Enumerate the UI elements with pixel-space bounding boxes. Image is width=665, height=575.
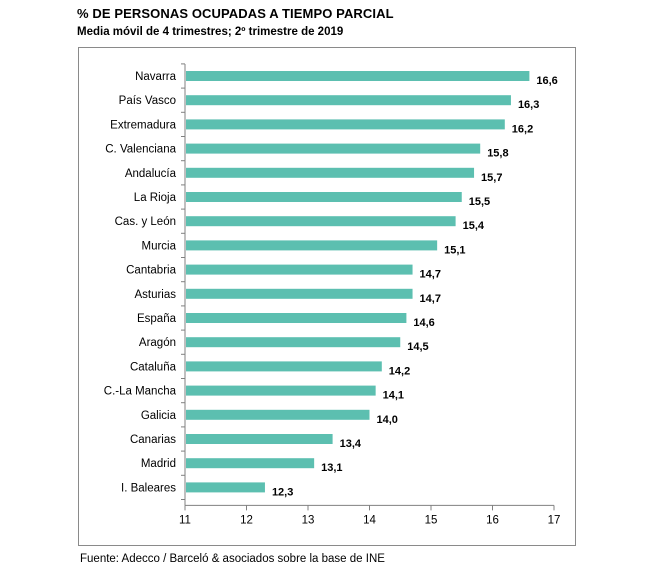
value-label: 13,1 — [321, 462, 342, 474]
value-label: 12,3 — [272, 486, 293, 498]
value-label: 14,7 — [420, 293, 441, 305]
category-label: Galicia — [141, 410, 177, 422]
bar — [186, 143, 481, 154]
bar — [186, 119, 505, 130]
value-label: 14,7 — [420, 269, 441, 281]
category-label: Cataluña — [130, 361, 177, 373]
value-label: 15,4 — [463, 220, 485, 232]
bar — [186, 337, 401, 348]
value-label: 15,8 — [487, 148, 508, 160]
bar — [186, 71, 530, 81]
bar — [186, 240, 438, 251]
bar — [186, 288, 413, 299]
chart-title: % DE PERSONAS OCUPADAS A TIEMPO PARCIAL — [77, 6, 394, 21]
bar — [186, 409, 370, 420]
bar — [186, 167, 475, 178]
bar — [186, 482, 265, 493]
category-label: País Vasco — [119, 95, 176, 107]
bar — [186, 95, 511, 106]
chart-subtitle: Media móvil de 4 trimestres; 2º trimestr… — [77, 26, 344, 38]
category-label: Navarra — [135, 71, 177, 83]
category-label: La Rioja — [134, 192, 177, 204]
category-label: Cantabria — [126, 265, 176, 277]
value-label: 14,0 — [377, 414, 398, 426]
value-label: 16,6 — [536, 75, 557, 87]
category-label: España — [137, 313, 177, 325]
category-label: C.-La Mancha — [104, 386, 177, 398]
x-tick-label: 14 — [363, 514, 376, 526]
value-label: 15,7 — [481, 172, 502, 184]
value-label: 15,5 — [469, 196, 490, 208]
bar — [186, 434, 333, 444]
x-tick-label: 16 — [486, 514, 499, 526]
value-label: 15,1 — [444, 244, 465, 256]
category-label: Asturias — [134, 289, 176, 301]
category-label: Andalucía — [125, 168, 177, 180]
x-tick-label: 11 — [179, 514, 191, 526]
category-label: Extremadura — [110, 119, 176, 131]
x-tick-label: 15 — [425, 514, 438, 526]
category-label: C. Valenciana — [105, 144, 176, 156]
bar — [186, 264, 413, 275]
bar — [186, 385, 376, 396]
x-tick-label: 12 — [240, 514, 253, 526]
bar — [186, 192, 462, 202]
bar — [186, 458, 315, 469]
category-label: Murcia — [141, 240, 176, 252]
value-label: 14,2 — [389, 365, 410, 377]
value-label: 14,1 — [383, 390, 404, 402]
value-label: 14,5 — [407, 341, 428, 353]
category-label: Aragón — [139, 337, 176, 349]
category-label: I. Baleares — [121, 482, 176, 494]
value-label: 14,6 — [413, 317, 434, 329]
value-label: 13,4 — [340, 438, 362, 450]
category-label: Madrid — [141, 458, 176, 470]
x-tick-label: 13 — [302, 514, 315, 526]
source-note: Fuente: Adecco / Barceló & asociados sob… — [80, 553, 385, 565]
category-label: Cas. y León — [115, 216, 176, 228]
category-label: Canarias — [130, 434, 176, 446]
value-label: 16,3 — [518, 99, 539, 111]
bar — [186, 216, 456, 227]
x-tick-label: 17 — [548, 514, 561, 526]
value-label: 16,2 — [512, 123, 533, 135]
bar — [186, 313, 407, 323]
bar — [186, 361, 382, 372]
